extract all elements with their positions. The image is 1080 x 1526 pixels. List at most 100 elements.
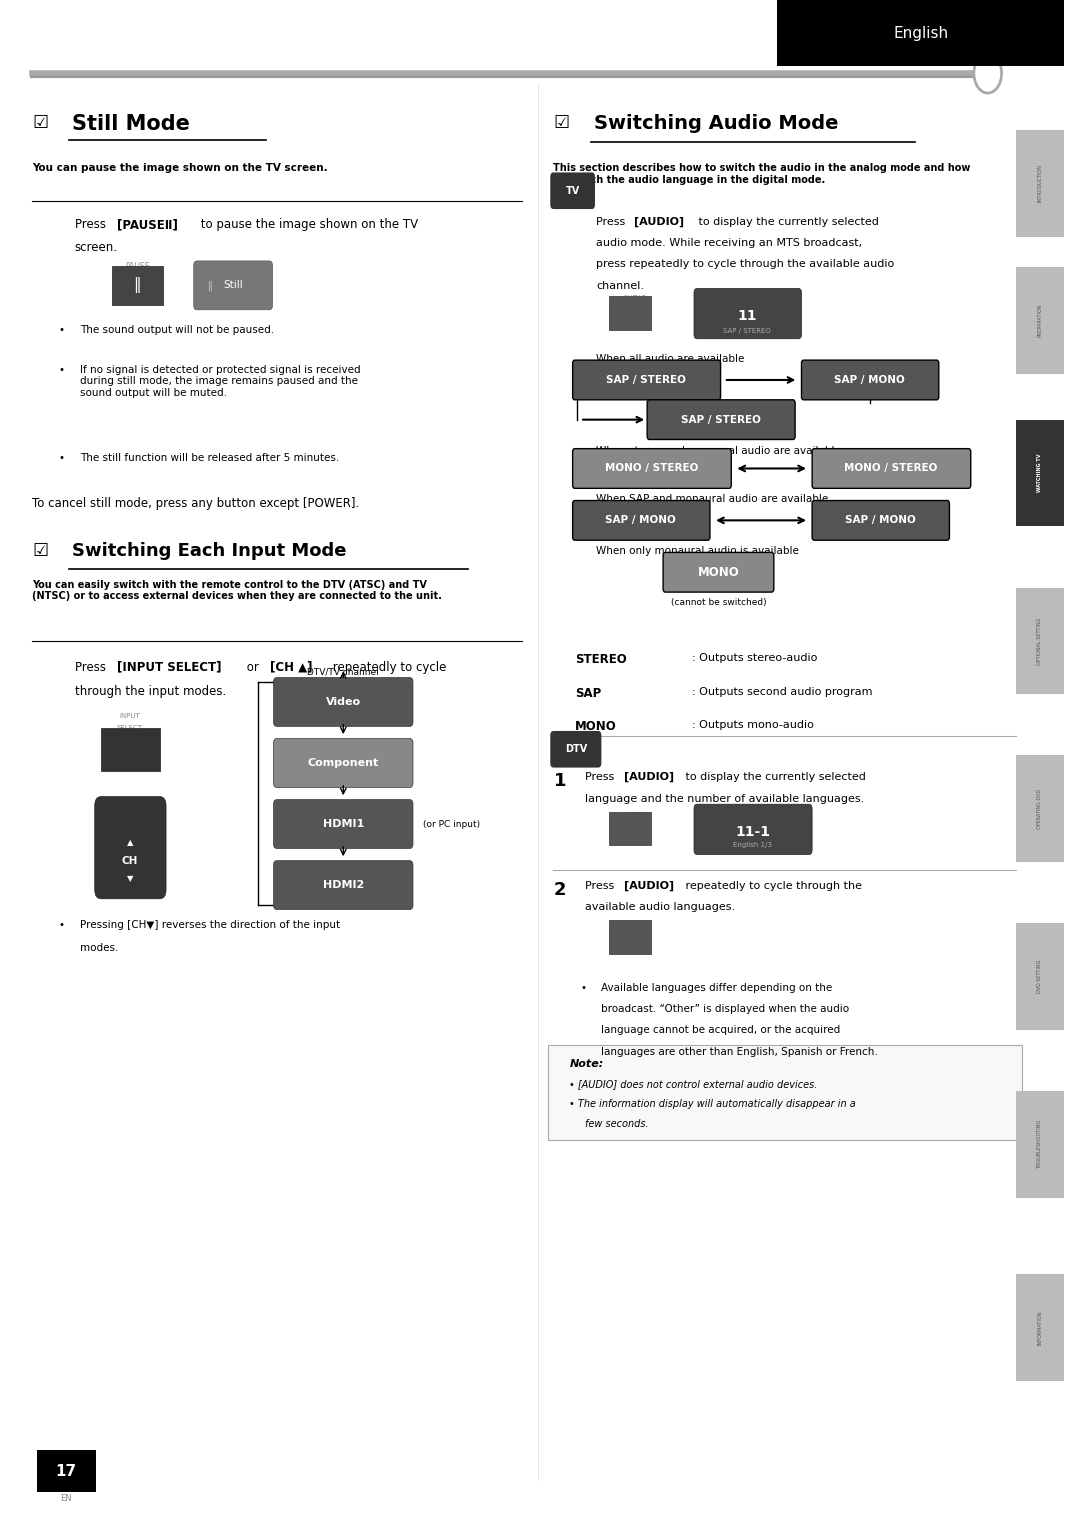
Text: INFORMATION: INFORMATION (1038, 1311, 1042, 1344)
FancyBboxPatch shape (193, 261, 272, 310)
Text: Still: Still (224, 281, 243, 290)
Bar (1016, 923, 1065, 1030)
Bar (1016, 420, 1065, 526)
Bar (609, 812, 651, 845)
FancyBboxPatch shape (273, 739, 413, 787)
Text: SAP: SAP (575, 687, 600, 700)
Text: ▼: ▼ (126, 874, 133, 884)
Text: 1: 1 (553, 772, 566, 790)
Text: MONO / STEREO: MONO / STEREO (605, 464, 698, 473)
Text: : Outputs second audio program: : Outputs second audio program (692, 687, 873, 697)
Text: ☑: ☑ (32, 542, 48, 560)
Text: repeatedly to cycle: repeatedly to cycle (329, 661, 446, 674)
Text: ▲: ▲ (126, 838, 133, 847)
FancyBboxPatch shape (572, 501, 710, 540)
Text: PAUSE: PAUSE (125, 262, 150, 272)
FancyBboxPatch shape (694, 288, 801, 339)
Text: Component: Component (308, 758, 379, 768)
Text: SAP / STEREO: SAP / STEREO (680, 415, 760, 424)
Text: SAP / MONO: SAP / MONO (606, 516, 676, 525)
Text: AUDIO: AUDIO (625, 812, 649, 821)
Text: modes.: modes. (80, 943, 118, 954)
Text: AUDIO: AUDIO (623, 295, 647, 304)
Text: •: • (58, 325, 65, 336)
Text: [AUDIO]: [AUDIO] (634, 217, 685, 227)
Text: OPTIONAL SETTING: OPTIONAL SETTING (1038, 617, 1042, 665)
Bar (1016, 1091, 1065, 1198)
Bar (1016, 588, 1065, 694)
Text: audio mode. While receiving an MTS broadcast,: audio mode. While receiving an MTS broad… (596, 238, 862, 249)
Text: English 1/3: English 1/3 (733, 842, 772, 848)
FancyBboxPatch shape (95, 797, 166, 899)
Text: When only monaural audio is available: When only monaural audio is available (596, 546, 799, 557)
Text: [CH ▲]: [CH ▲] (270, 661, 313, 674)
Text: MONO: MONO (698, 566, 740, 578)
Text: [AUDIO]: [AUDIO] (624, 881, 674, 891)
FancyBboxPatch shape (663, 552, 773, 592)
Text: MONO / STEREO: MONO / STEREO (845, 464, 937, 473)
FancyBboxPatch shape (273, 861, 413, 909)
Text: language cannot be acquired, or the acquired: language cannot be acquired, or the acqu… (602, 1025, 840, 1036)
Text: Available languages differ depending on the: Available languages differ depending on … (602, 983, 833, 993)
Text: screen.: screen. (75, 241, 118, 255)
Text: DVD SETTING: DVD SETTING (1038, 960, 1042, 993)
Text: languages are other than English, Spanish or French.: languages are other than English, Spanis… (602, 1047, 878, 1058)
FancyBboxPatch shape (801, 360, 939, 400)
Text: [INPUT SELECT]: [INPUT SELECT] (117, 661, 221, 674)
Bar (1016, 130, 1065, 237)
Text: STEREO: STEREO (575, 653, 626, 667)
Text: INPUT: INPUT (120, 713, 140, 719)
Text: SAP / MONO: SAP / MONO (845, 516, 916, 525)
Text: SAP / STEREO: SAP / STEREO (724, 328, 771, 334)
Text: English: English (893, 26, 948, 41)
Text: HDMI1: HDMI1 (323, 819, 364, 829)
Text: CH: CH (122, 856, 138, 865)
Text: through the input modes.: through the input modes. (75, 685, 226, 699)
Text: DTV: DTV (565, 745, 586, 754)
Text: AUDIO: AUDIO (625, 922, 649, 931)
Text: [PAUSEⅡ]: [PAUSEⅡ] (117, 218, 178, 232)
Text: or: or (243, 661, 262, 674)
Text: ☑: ☑ (32, 114, 48, 133)
Text: Press: Press (596, 217, 629, 227)
Text: When SAP and monaural audio are available: When SAP and monaural audio are availabl… (596, 494, 828, 505)
Text: ‖: ‖ (207, 281, 213, 290)
Text: SAP / STEREO: SAP / STEREO (606, 375, 686, 385)
Text: •: • (580, 983, 586, 993)
FancyBboxPatch shape (572, 449, 731, 488)
Text: [AUDIO]: [AUDIO] (624, 772, 674, 783)
Text: WATCHING TV: WATCHING TV (1038, 453, 1042, 493)
Text: few seconds.: few seconds. (585, 1119, 649, 1129)
Text: The sound output will not be paused.: The sound output will not be paused. (80, 325, 274, 336)
Text: Press: Press (585, 772, 618, 783)
Text: channel.: channel. (596, 281, 644, 291)
Text: MONO: MONO (575, 720, 617, 734)
Text: Switching Audio Mode: Switching Audio Mode (594, 114, 838, 133)
Text: Press: Press (585, 881, 618, 891)
Text: • [AUDIO] does not control external audio devices.: • [AUDIO] does not control external audi… (569, 1079, 818, 1090)
Text: When stereo and monaural audio are available: When stereo and monaural audio are avail… (596, 446, 841, 456)
Bar (37, 1450, 96, 1492)
Text: to display the currently selected: to display the currently selected (696, 217, 879, 227)
Text: 17: 17 (55, 1463, 77, 1479)
Bar (1016, 267, 1065, 374)
Text: : Outputs stereo-audio: : Outputs stereo-audio (692, 653, 818, 664)
FancyBboxPatch shape (273, 800, 413, 848)
Bar (609, 920, 651, 954)
Text: HDMI2: HDMI2 (323, 881, 364, 890)
Text: Press: Press (75, 218, 109, 232)
Text: : Outputs mono-audio: : Outputs mono-audio (692, 720, 813, 731)
FancyBboxPatch shape (812, 501, 949, 540)
Bar (1016, 755, 1065, 862)
Text: 2: 2 (553, 881, 566, 899)
Bar (102, 728, 160, 771)
Text: Switching Each Input Mode: Switching Each Input Mode (72, 542, 347, 560)
Text: to pause the image shown on the TV: to pause the image shown on the TV (197, 218, 418, 232)
Text: Note:: Note: (569, 1059, 604, 1070)
FancyBboxPatch shape (549, 1045, 1022, 1140)
Text: (cannot be switched): (cannot be switched) (671, 598, 767, 607)
Text: You can pause the image shown on the TV screen.: You can pause the image shown on the TV … (32, 163, 327, 174)
FancyBboxPatch shape (273, 678, 413, 726)
Text: •: • (58, 365, 65, 375)
Text: •: • (58, 920, 65, 931)
